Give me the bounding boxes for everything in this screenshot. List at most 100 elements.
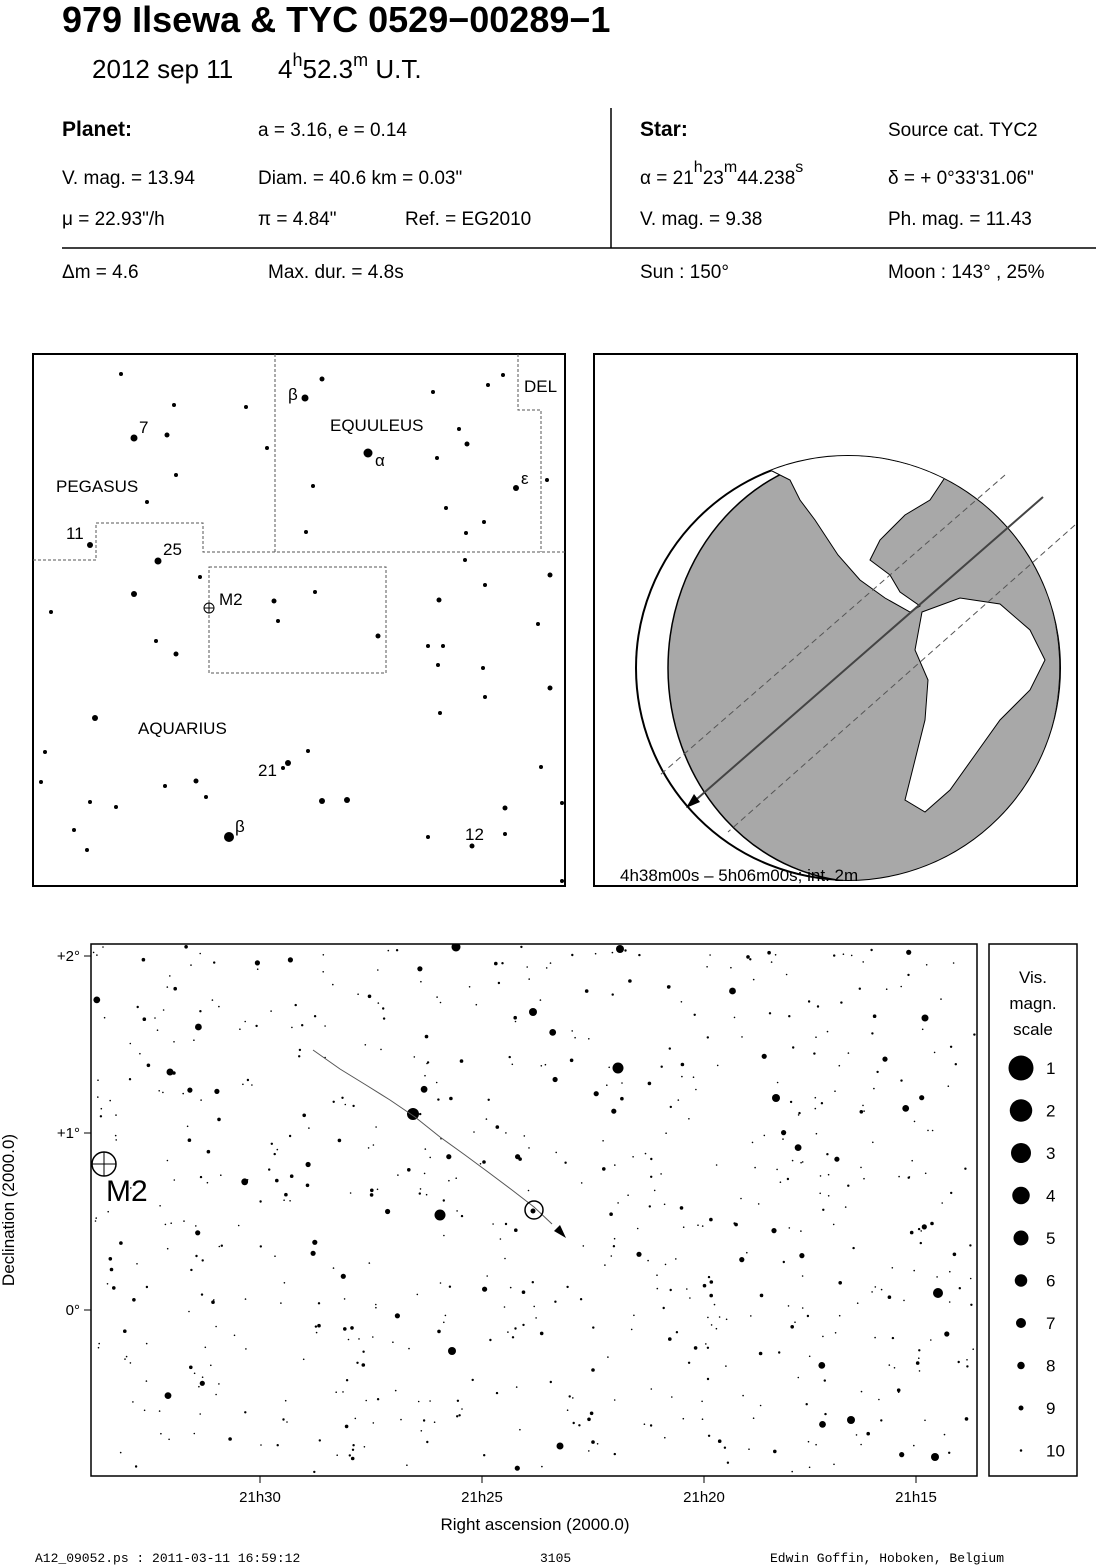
star	[862, 1104, 864, 1107]
star	[614, 1164, 616, 1166]
star	[751, 1141, 754, 1144]
star	[93, 996, 101, 1004]
star	[287, 957, 293, 963]
star	[682, 1226, 685, 1228]
star	[514, 1465, 520, 1471]
frame	[32, 353, 566, 887]
star	[871, 1291, 873, 1293]
star	[763, 1134, 766, 1137]
star	[201, 1259, 204, 1262]
star	[689, 1297, 691, 1299]
star	[72, 828, 76, 832]
star	[650, 1388, 653, 1390]
star	[589, 1411, 594, 1416]
star	[424, 1034, 429, 1039]
star	[183, 1220, 185, 1222]
star	[426, 1440, 429, 1444]
star	[426, 835, 430, 839]
star	[885, 988, 888, 990]
star	[647, 1259, 649, 1262]
star	[497, 981, 501, 985]
star	[899, 1452, 905, 1458]
star	[554, 1300, 557, 1303]
star	[193, 1372, 196, 1375]
star	[367, 1147, 370, 1149]
star	[900, 1079, 903, 1082]
star	[172, 403, 176, 407]
star	[443, 1234, 445, 1237]
star	[778, 1351, 781, 1354]
star	[669, 1288, 672, 1292]
star	[313, 590, 317, 594]
star	[345, 1379, 349, 1382]
star	[602, 1140, 604, 1142]
star	[692, 1076, 695, 1078]
star	[501, 373, 505, 377]
star	[940, 998, 942, 1000]
text-part: 23	[703, 168, 724, 189]
star	[317, 1302, 321, 1305]
star	[611, 993, 614, 996]
star	[863, 1110, 865, 1112]
y-tick-label: 0°	[66, 1302, 80, 1319]
star	[311, 484, 315, 488]
star	[424, 1074, 426, 1077]
star	[344, 1424, 349, 1429]
star	[94, 1220, 97, 1222]
star	[664, 1436, 666, 1439]
star	[621, 1082, 623, 1084]
star	[668, 985, 671, 988]
star	[872, 1141, 874, 1144]
star	[919, 1095, 925, 1101]
star	[211, 999, 214, 1001]
star	[139, 1052, 141, 1055]
date: 2012 sep 11	[92, 54, 233, 84]
star	[776, 1081, 779, 1084]
star	[394, 1389, 397, 1392]
star	[680, 1062, 685, 1067]
star	[709, 954, 711, 956]
star	[173, 1179, 176, 1181]
legend-dot	[1008, 1055, 1034, 1081]
star	[166, 986, 169, 988]
star	[464, 441, 470, 447]
star	[317, 1323, 321, 1328]
star	[204, 1346, 207, 1349]
star	[949, 1045, 953, 1049]
star	[668, 1337, 672, 1341]
star	[416, 1293, 419, 1296]
star	[582, 1245, 585, 1247]
star	[483, 695, 487, 699]
star	[611, 951, 614, 954]
star	[429, 1156, 432, 1159]
path-limit	[659, 474, 1006, 776]
star	[108, 1257, 113, 1261]
star	[168, 1438, 170, 1441]
star	[213, 1299, 215, 1301]
legend-label: 7	[1046, 1314, 1055, 1333]
x-tick-label: 21h20	[683, 1489, 725, 1506]
star	[739, 1257, 745, 1263]
legend-label: 9	[1046, 1399, 1055, 1418]
star	[717, 1439, 722, 1443]
star	[385, 1208, 391, 1215]
star	[773, 1449, 777, 1454]
value: π = 4.84"	[258, 209, 337, 230]
star	[448, 1347, 456, 1355]
star	[190, 1268, 193, 1272]
star	[160, 1432, 162, 1435]
star	[943, 1433, 946, 1436]
star	[424, 1148, 427, 1150]
star	[636, 1227, 639, 1230]
star	[189, 1365, 193, 1370]
star	[382, 1017, 386, 1020]
star	[522, 1323, 525, 1327]
star	[170, 1222, 172, 1224]
star	[918, 1370, 921, 1372]
star	[184, 945, 188, 949]
star	[826, 1153, 829, 1156]
star	[950, 1191, 953, 1195]
star	[941, 1202, 943, 1204]
star	[725, 1365, 727, 1367]
star	[502, 805, 508, 811]
